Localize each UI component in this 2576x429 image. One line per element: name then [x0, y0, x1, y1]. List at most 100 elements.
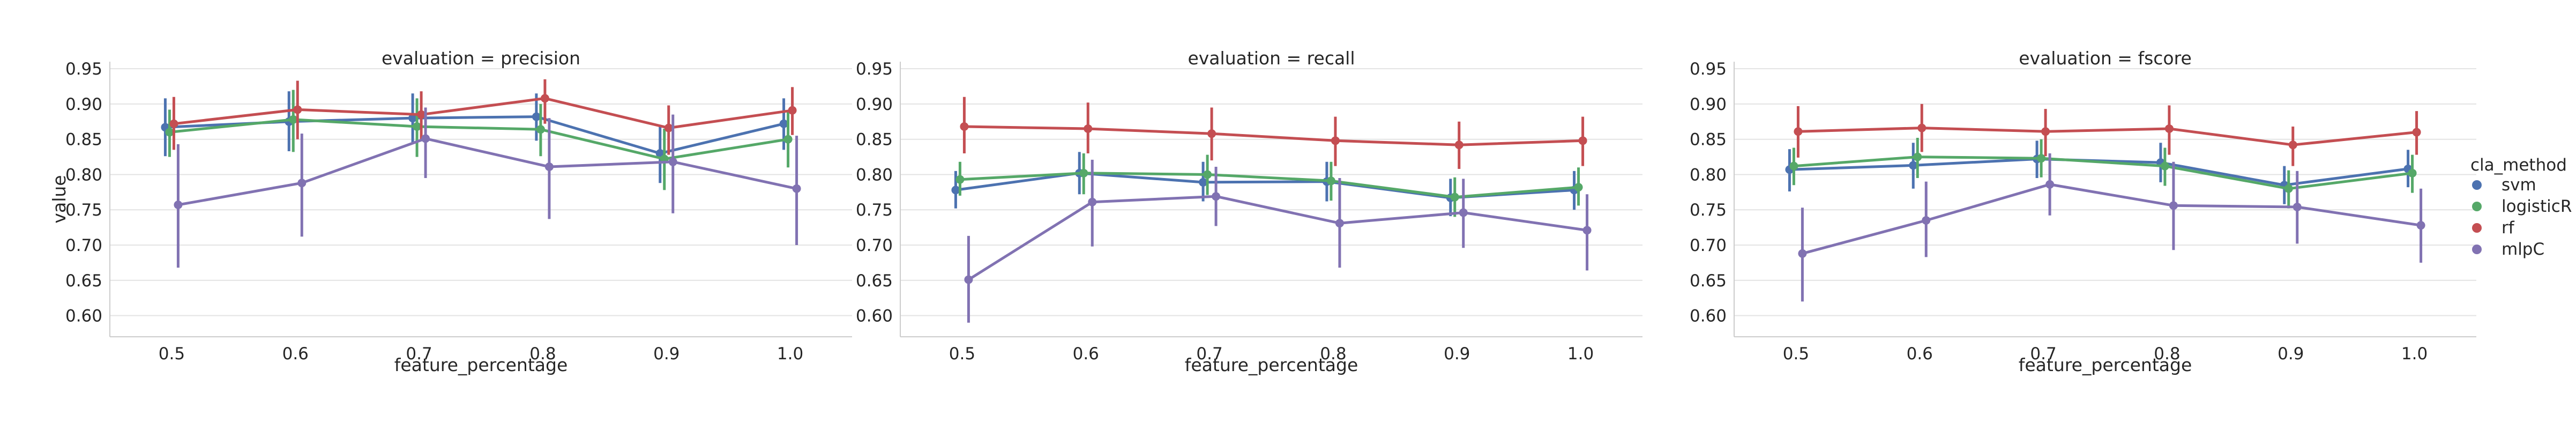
data-point: [1326, 176, 1335, 186]
data-point: [1454, 140, 1464, 150]
data-point: [2160, 161, 2169, 171]
data-point: [2169, 201, 2178, 210]
data-point: [1450, 193, 1459, 202]
y-tick-label: 0.85: [65, 130, 102, 150]
facet-panel-1: 0.60 0.65 0.70 0.75 0.80 0.85 0.90 0.95 0.5 0.6 0.…: [49, 48, 852, 375]
x-tick-label: 0.7: [1196, 344, 1222, 364]
data-point: [297, 179, 307, 188]
data-point: [2412, 128, 2421, 137]
y-tick-label: 0.75: [1690, 201, 1727, 220]
x-tick-label: 0.5: [949, 344, 975, 364]
data-point: [169, 119, 178, 128]
x-tick-label: 1.0: [2401, 344, 2428, 364]
y-tick-label: 0.65: [856, 271, 893, 291]
y-tick-label: 0.90: [65, 95, 102, 114]
data-point: [664, 123, 673, 132]
data-point: [293, 105, 302, 114]
series-line-mlpC: [1802, 183, 2421, 255]
y-tick-label: 0.95: [65, 60, 102, 79]
data-point: [792, 184, 801, 193]
x-tick-label: 0.8: [1320, 344, 1346, 364]
data-point: [1578, 136, 1587, 145]
data-point: [1917, 123, 1927, 132]
data-point: [2037, 154, 2046, 163]
data-point: [2408, 168, 2417, 177]
x-axis-label: feature_percentage: [1185, 354, 1358, 375]
series-line-rf: [1798, 127, 2417, 146]
legend-marker: [2472, 202, 2482, 211]
legend-label: svm: [2502, 175, 2536, 195]
data-point: [951, 186, 960, 195]
legend-label: mlpC: [2502, 240, 2544, 259]
series-line-rf: [964, 125, 1583, 146]
legend-marker: [2472, 245, 2482, 254]
series-mlpC: [174, 107, 801, 268]
data-point: [960, 122, 969, 131]
y-tick-label: 0.90: [1690, 95, 1727, 114]
x-tick-label: 0.9: [1444, 344, 1470, 364]
legend-item-svm: svm: [2472, 175, 2536, 195]
series-line-logisticR: [960, 172, 1579, 199]
data-point: [540, 94, 549, 103]
x-tick-label: 0.7: [2030, 344, 2056, 364]
data-point: [165, 128, 174, 137]
data-point: [1798, 249, 1807, 258]
data-point: [544, 162, 554, 171]
y-tick-label: 0.70: [65, 236, 102, 255]
x-tick-label: 0.9: [653, 344, 680, 364]
y-axis-label: value: [49, 175, 70, 223]
data-point: [1079, 168, 1088, 177]
x-axis-label: feature_percentage: [394, 354, 568, 375]
series-rf: [1794, 103, 2421, 166]
y-tick-label: 0.60: [856, 307, 893, 326]
y-tick-label: 0.95: [856, 60, 893, 79]
y-tick-label: 0.65: [65, 271, 102, 291]
series-svm: [161, 91, 788, 183]
data-point: [1335, 219, 1344, 228]
series-logisticR: [955, 153, 1583, 217]
y-tick-label: 0.60: [1690, 307, 1727, 326]
data-point: [174, 201, 183, 210]
series-mlpC: [964, 159, 1592, 323]
data-point: [1084, 124, 1093, 133]
x-tick-label: 0.6: [282, 344, 309, 364]
data-point: [1203, 170, 1212, 179]
legend-label: rf: [2502, 218, 2515, 238]
x-tick-label: 0.5: [1783, 344, 1809, 364]
y-tick-label: 0.75: [856, 201, 893, 220]
series-line-logisticR: [169, 118, 788, 160]
data-point: [779, 119, 788, 128]
data-point: [2293, 202, 2302, 211]
data-point: [2288, 140, 2297, 150]
data-point: [783, 135, 793, 144]
series-logisticR: [1789, 138, 2417, 209]
x-axis-label: feature_percentage: [2019, 354, 2192, 375]
legend-item-rf: rf: [2472, 218, 2515, 238]
panel-title: evaluation = precision: [382, 48, 580, 69]
data-point: [2164, 124, 2174, 133]
data-point: [1088, 197, 1097, 206]
data-point: [788, 106, 797, 115]
legend-label: logisticR: [2502, 197, 2572, 216]
data-point: [2416, 221, 2425, 230]
data-point: [1459, 208, 1468, 217]
series-line-logisticR: [1794, 156, 2413, 190]
x-tick-label: 0.6: [1907, 344, 1933, 364]
series-line-mlpC: [968, 195, 1587, 281]
data-point: [668, 157, 677, 166]
series-mlpC: [1798, 153, 2425, 302]
y-tick-label: 0.90: [856, 95, 893, 114]
y-tick-label: 0.70: [856, 236, 893, 255]
data-point: [1574, 183, 1583, 192]
data-point: [964, 275, 973, 284]
x-tick-label: 1.0: [1567, 344, 1594, 364]
data-point: [1212, 192, 1221, 201]
panel-title: evaluation = recall: [1188, 48, 1355, 69]
data-point: [1913, 152, 1922, 161]
data-point: [2041, 127, 2050, 136]
data-point: [536, 125, 545, 134]
y-tick-label: 0.65: [1690, 271, 1727, 291]
data-point: [1199, 177, 1208, 187]
